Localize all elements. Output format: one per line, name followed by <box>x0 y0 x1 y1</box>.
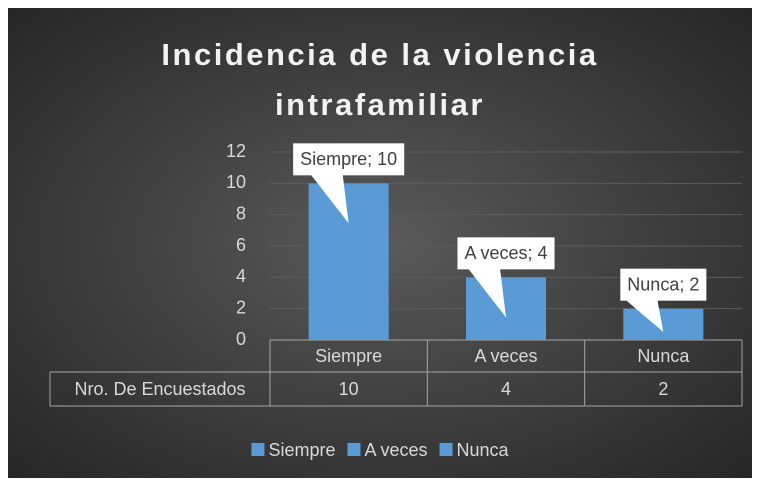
callout-box <box>293 143 405 176</box>
x-tick-label: A veces <box>474 346 537 366</box>
data-label: Siempre; 10 <box>300 149 397 169</box>
y-tick-label: 0 <box>236 329 246 349</box>
data-label-callout: Siempre; 10 <box>293 143 405 224</box>
data-label: A veces; 4 <box>464 243 547 263</box>
bar <box>623 308 704 340</box>
y-tick-label: 4 <box>236 266 246 286</box>
data-label-callout: Nunca; 2 <box>620 268 707 332</box>
y-tick-label: 10 <box>226 172 246 192</box>
legend-swatch <box>347 443 361 456</box>
bar <box>466 277 546 340</box>
callout-box <box>457 237 555 270</box>
callout-pointer <box>468 268 506 318</box>
y-tick-label: 8 <box>236 203 246 223</box>
legend-swatch <box>439 443 453 456</box>
data-label: Nunca; 2 <box>627 274 699 294</box>
chart-title: Incidencia de la violencia intrafamiliar <box>161 37 599 122</box>
table-value: 10 <box>339 379 359 399</box>
y-tick-label: 12 <box>226 141 246 161</box>
x-tick-label: Nunca <box>637 346 690 366</box>
table-value: 4 <box>501 379 511 399</box>
legend-label: A veces <box>364 440 427 460</box>
y-tick-label: 6 <box>236 235 246 255</box>
legend-swatch <box>251 443 265 456</box>
bar <box>308 183 389 340</box>
legend-label: Nunca <box>457 440 510 460</box>
callout-pointer <box>310 174 349 224</box>
data-label-callout: A veces; 4 <box>457 237 555 318</box>
callout-pointer <box>625 299 664 332</box>
x-tick-label: Siempre <box>315 346 382 366</box>
y-tick-label: 2 <box>236 297 246 317</box>
table-value: 2 <box>658 379 668 399</box>
callout-box <box>620 268 707 301</box>
table-row-label: Nro. De Encuestados <box>74 379 245 399</box>
legend-label: Siempre <box>268 440 335 460</box>
